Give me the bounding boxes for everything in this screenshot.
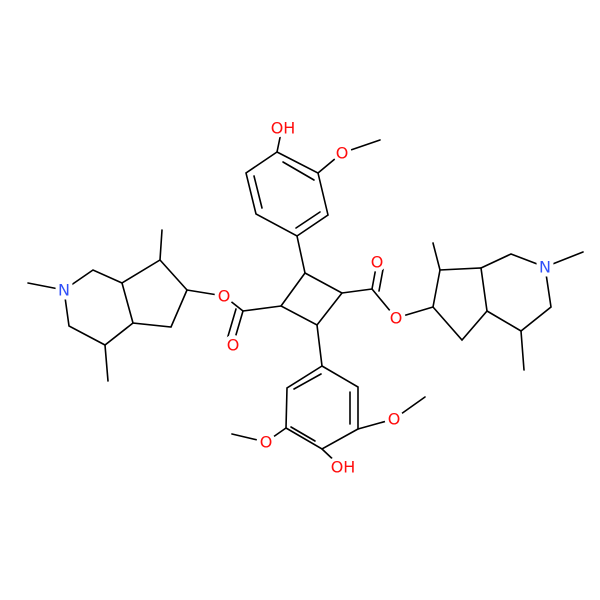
bond xyxy=(432,242,441,271)
bond xyxy=(232,310,244,346)
atom-label: OH xyxy=(271,119,296,138)
bond xyxy=(104,344,109,382)
bond xyxy=(242,305,282,312)
ring xyxy=(432,267,488,342)
bonds xyxy=(27,127,584,467)
bond xyxy=(265,427,287,443)
bond xyxy=(27,282,65,291)
double-bond xyxy=(293,373,322,390)
bond xyxy=(544,251,584,268)
atom-label: O xyxy=(371,253,384,272)
atom-label: N xyxy=(539,258,551,277)
bond xyxy=(393,396,426,420)
ring xyxy=(121,258,188,328)
atom-label: N xyxy=(58,281,70,300)
bond xyxy=(276,127,283,153)
bond xyxy=(395,306,434,319)
bond xyxy=(371,261,378,290)
atom-labels: OH O O O N O O N O O OH xyxy=(54,115,555,481)
ring xyxy=(480,253,552,332)
double-bond xyxy=(378,263,385,292)
bond xyxy=(317,152,343,174)
atom-label: O xyxy=(227,336,240,355)
double-bond xyxy=(295,211,321,229)
bond xyxy=(231,433,267,443)
atom-label: OH xyxy=(331,458,356,477)
bond xyxy=(316,324,323,367)
bond xyxy=(371,288,397,319)
bond xyxy=(341,288,373,294)
atom-label: O xyxy=(388,410,401,429)
bond xyxy=(321,448,341,467)
atom-label: O xyxy=(390,309,403,328)
bond xyxy=(186,289,225,297)
atom-label: O xyxy=(260,433,273,452)
bond xyxy=(357,418,395,430)
ring-bottom xyxy=(285,365,359,450)
ring xyxy=(63,269,134,346)
double-bond xyxy=(225,308,237,344)
atom-label: O xyxy=(336,144,349,163)
bond xyxy=(159,229,163,261)
bond xyxy=(223,295,244,312)
double-bond xyxy=(253,175,263,209)
bond xyxy=(341,139,381,154)
double-bond xyxy=(290,426,316,442)
bond xyxy=(520,330,525,371)
double-bond xyxy=(282,161,315,181)
bond xyxy=(296,235,306,274)
cyclobutane xyxy=(279,272,344,327)
atom-label: O xyxy=(218,287,231,306)
